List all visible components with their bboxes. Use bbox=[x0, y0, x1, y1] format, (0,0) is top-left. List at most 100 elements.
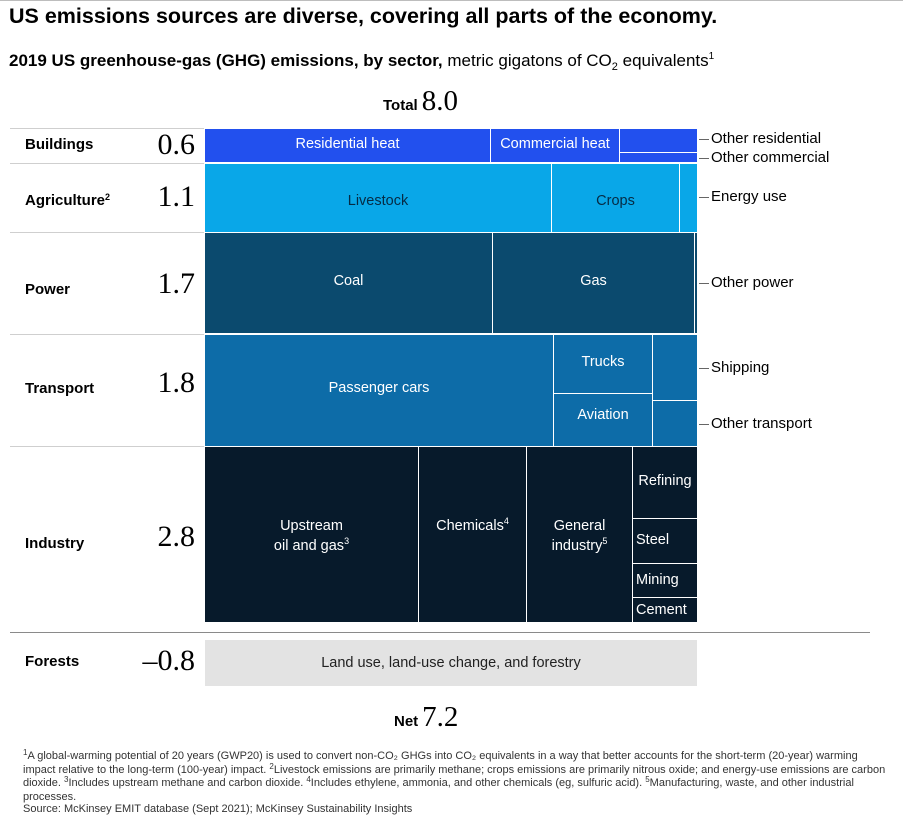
cell-aviation bbox=[553, 393, 653, 447]
cell-general-industry bbox=[526, 446, 633, 623]
row-separator bbox=[10, 446, 204, 447]
footnote-2: Livestock emissions are primarily methan… bbox=[23, 763, 886, 790]
general-line1: General bbox=[553, 518, 606, 534]
upstream-footnote-mark: 3 bbox=[344, 536, 350, 546]
label-aviation: Aviation bbox=[577, 407, 629, 423]
sector-label-forests: Forests bbox=[25, 653, 80, 670]
top-rule bbox=[0, 0, 903, 1]
footnote-5-mark: 5 bbox=[645, 775, 650, 784]
footnote-4-mark: 4 bbox=[306, 775, 311, 784]
label-land-use: Land use, land-use change, and forestry bbox=[321, 655, 581, 671]
ext-label-other-commercial: Other commercial bbox=[711, 149, 830, 166]
chart-title: US emissions sources are diverse, coveri… bbox=[9, 4, 718, 28]
leader-tick bbox=[699, 139, 709, 140]
cell-residential-heat bbox=[204, 128, 491, 163]
sector-label-buildings: Buildings bbox=[25, 136, 94, 153]
footnotes: 1A global-warming potential of 20 years … bbox=[23, 748, 893, 816]
sector-value-agriculture: 1.1 bbox=[157, 180, 196, 213]
label-crops: Crops bbox=[596, 193, 635, 209]
label-chemicals: Chemicals4 bbox=[418, 516, 527, 537]
label-commercial-heat: Commercial heat bbox=[500, 136, 610, 152]
sector-value-forests: –0.8 bbox=[142, 644, 196, 677]
cell-other-power bbox=[694, 232, 698, 334]
cell-coal bbox=[204, 232, 493, 334]
cell-chemicals bbox=[418, 446, 527, 623]
ext-label-other-transport: Other transport bbox=[711, 415, 812, 432]
cell-cement bbox=[632, 597, 698, 623]
label-gas: Gas bbox=[580, 273, 607, 289]
subtitle-unit-end: equivalents bbox=[617, 51, 709, 70]
cell-shipping bbox=[652, 334, 698, 401]
sector-label-agriculture: Agriculture2 bbox=[25, 192, 110, 209]
upstream-line1: Upstream bbox=[280, 518, 343, 534]
leader-tick bbox=[699, 283, 709, 284]
footnote-1: A global-warming potential of 20 years (… bbox=[23, 750, 858, 776]
cell-steel bbox=[632, 518, 698, 564]
ext-label-other-power: Other power bbox=[711, 274, 794, 291]
cell-other-commercial bbox=[619, 152, 698, 163]
chemicals-text: Chemicals bbox=[436, 518, 504, 534]
row-separator bbox=[10, 163, 204, 164]
footnote-4: Includes ethylene, ammonia, and other ch… bbox=[310, 777, 646, 789]
total: Total 8.0 bbox=[383, 85, 458, 118]
sector-label-power: Power bbox=[25, 281, 71, 298]
cell-other-transport bbox=[652, 400, 698, 447]
label-mining: Mining bbox=[636, 572, 679, 588]
agriculture-footnote-mark: 2 bbox=[105, 192, 111, 202]
net: Net 7.2 bbox=[394, 701, 458, 734]
label-general-industry: General industry5 bbox=[526, 516, 633, 557]
sector-label-industry: Industry bbox=[25, 535, 85, 552]
chart-subtitle: 2019 US greenhouse-gas (GHG) emissions, … bbox=[9, 51, 714, 73]
cell-upstream-oil-gas bbox=[204, 446, 419, 623]
cell-energy-use bbox=[679, 163, 698, 233]
general-footnote-mark: 5 bbox=[602, 536, 608, 546]
agriculture-name: Agriculture bbox=[25, 192, 106, 209]
leader-tick bbox=[699, 197, 709, 198]
net-separator bbox=[10, 632, 870, 633]
cell-mining bbox=[632, 563, 698, 598]
cell-land-use bbox=[204, 639, 698, 687]
label-refining: Refining bbox=[638, 473, 692, 489]
net-value: 7.2 bbox=[422, 701, 459, 733]
subtitle-unit: metric gigatons of CO bbox=[442, 51, 612, 70]
sector-value-industry: 2.8 bbox=[157, 520, 196, 553]
label-steel: Steel bbox=[636, 532, 670, 548]
sector-label-transport: Transport bbox=[25, 380, 95, 397]
cell-trucks bbox=[553, 334, 653, 394]
label-upstream: Upstream oil and gas3 bbox=[204, 516, 419, 557]
subtitle-bold: 2019 US greenhouse-gas (GHG) emissions, … bbox=[9, 51, 443, 70]
label-cement: Cement bbox=[636, 602, 687, 618]
cell-livestock bbox=[204, 163, 552, 233]
sector-value-transport: 1.8 bbox=[157, 366, 196, 399]
cell-passenger-cars bbox=[204, 334, 554, 447]
label-livestock: Livestock bbox=[347, 193, 409, 209]
sector-value-power: 1.7 bbox=[157, 267, 196, 300]
row-separator bbox=[10, 232, 204, 233]
footnote-2-mark: 2 bbox=[269, 761, 274, 771]
label-residential-heat: Residential heat bbox=[295, 136, 400, 152]
chemicals-footnote-mark: 4 bbox=[503, 516, 509, 526]
ext-label-shipping: Shipping bbox=[711, 359, 770, 376]
ext-label-energy-use: Energy use bbox=[711, 188, 787, 205]
leader-tick bbox=[699, 424, 709, 425]
row-separator bbox=[10, 128, 204, 129]
subtitle-sub: 2 bbox=[611, 61, 618, 73]
label-coal: Coal bbox=[333, 273, 364, 289]
cell-other-residential bbox=[619, 128, 698, 153]
cell-gas bbox=[492, 232, 695, 334]
cell-refining bbox=[632, 446, 698, 519]
row-separator bbox=[10, 334, 204, 335]
sector-value-buildings: 0.6 bbox=[157, 128, 196, 161]
leader-tick bbox=[699, 158, 709, 159]
general-line2: industry bbox=[551, 538, 603, 554]
total-label: Total bbox=[383, 97, 418, 114]
footnote-3-mark: 3 bbox=[63, 775, 69, 784]
ext-label-other-residential: Other residential bbox=[711, 130, 822, 147]
total-value: 8.0 bbox=[421, 85, 458, 117]
cell-commercial-heat bbox=[490, 128, 620, 163]
label-passenger-cars: Passenger cars bbox=[328, 380, 430, 396]
source-note: Source: McKinsey EMIT database (Sept 202… bbox=[23, 803, 413, 815]
label-trucks: Trucks bbox=[581, 354, 625, 370]
cell-crops bbox=[551, 163, 680, 233]
footnote-3: Includes upstream methane and carbon dio… bbox=[68, 777, 307, 789]
